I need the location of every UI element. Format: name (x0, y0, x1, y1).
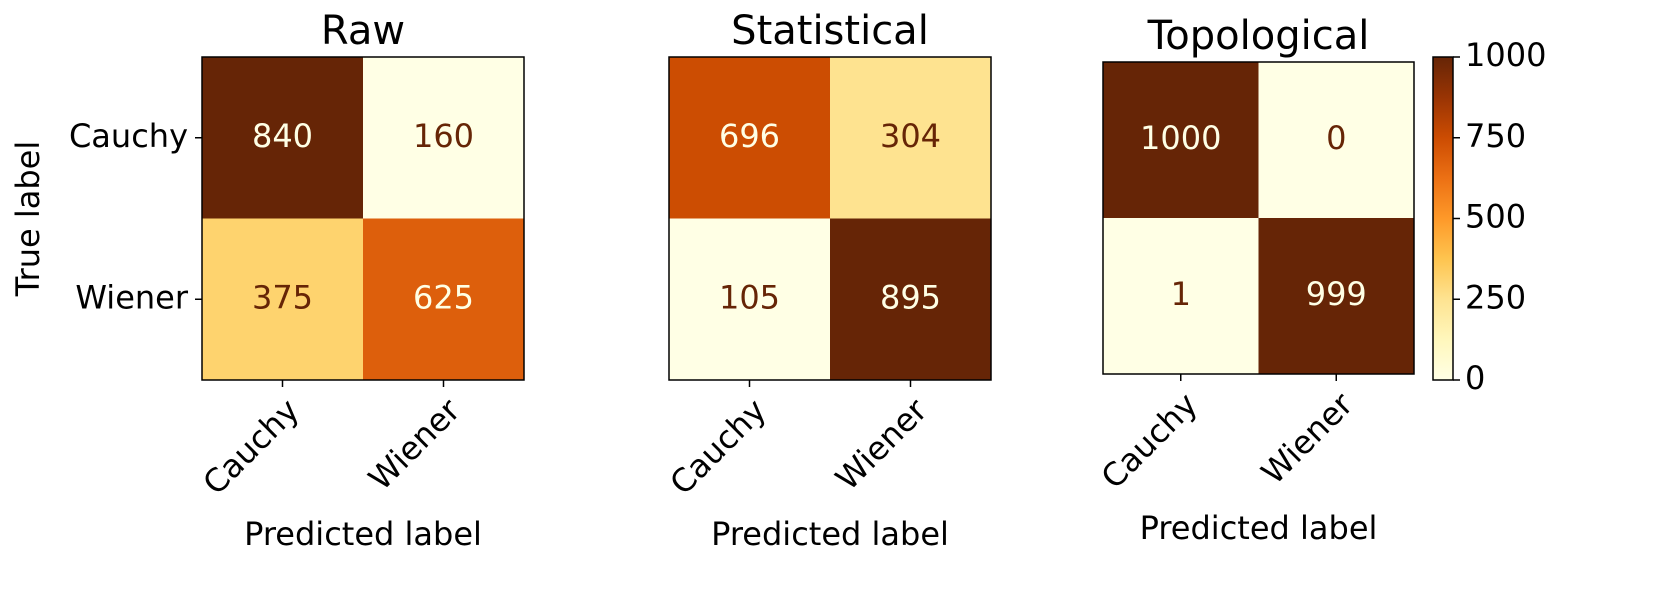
colorbar-tick-label: 250 (1465, 278, 1526, 316)
panel-title: Topological (1147, 13, 1370, 59)
heatmap-cell (669, 57, 831, 219)
x-axis-label: Predicted label (244, 515, 482, 553)
x-tick-label: Wiener (1254, 385, 1361, 492)
heatmap-cell (830, 57, 992, 219)
colorbar-tick-label: 0 (1465, 359, 1485, 397)
cell-label: 0 (1326, 119, 1346, 157)
heatmap-cell (363, 218, 525, 381)
cell-label: 105 (719, 278, 780, 316)
colorbar-tick-label: 500 (1465, 198, 1526, 236)
plot-frame (668, 56, 992, 381)
plot-frame (1102, 61, 1415, 375)
cell-label: 304 (880, 117, 941, 155)
panel-title: Raw (321, 8, 405, 54)
cell-label: 895 (880, 278, 941, 316)
y-tick-label: Wiener (75, 278, 188, 316)
cell-label: 999 (1306, 275, 1367, 313)
y-tick-label: Cauchy (69, 117, 188, 155)
panel-title: Statistical (731, 8, 929, 54)
heatmap-cell (202, 57, 364, 219)
heatmap-cell (202, 218, 364, 381)
x-tick-label: Wiener (828, 391, 935, 498)
x-tick-label: Cauchy (662, 391, 773, 502)
heatmap-cell (363, 57, 525, 219)
x-axis-label: Predicted label (1140, 509, 1378, 547)
y-axis-label: True label (9, 141, 47, 298)
cell-label: 625 (413, 278, 474, 316)
heatmap-cell (1103, 218, 1259, 375)
cell-label: 840 (252, 117, 313, 155)
cell-label: 1 (1171, 275, 1191, 313)
heatmap-cell (1258, 62, 1415, 219)
heatmap-cell (669, 218, 831, 381)
x-axis-label: Predicted label (711, 515, 949, 553)
heatmap-cell (1258, 218, 1415, 375)
colorbar-tick-label: 750 (1465, 117, 1526, 155)
x-tick-label: Cauchy (195, 391, 306, 502)
heatmap-cell (1103, 62, 1259, 219)
heatmap-cell (830, 218, 992, 381)
cell-label: 1000 (1140, 119, 1221, 157)
cell-label: 160 (413, 117, 474, 155)
cell-label: 696 (719, 117, 780, 155)
plot-frame (201, 56, 525, 381)
x-tick-label: Cauchy (1094, 385, 1205, 496)
cell-label: 375 (252, 278, 313, 316)
x-tick-label: Wiener (361, 391, 468, 498)
colorbar (1432, 56, 1454, 381)
colorbar-tick-label: 1000 (1465, 36, 1546, 74)
